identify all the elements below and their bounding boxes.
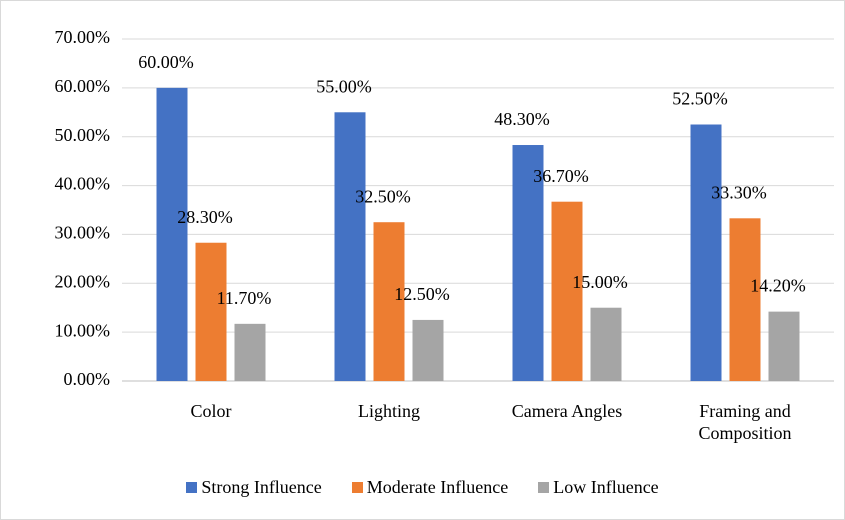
bar xyxy=(373,222,405,381)
data-label: 48.30% xyxy=(494,109,550,129)
y-tick-label: 20.00% xyxy=(55,271,111,291)
bar xyxy=(156,87,188,381)
data-label: 60.00% xyxy=(138,52,194,72)
legend-swatch xyxy=(186,482,198,493)
y-tick-label: 60.00% xyxy=(55,76,111,96)
legend-label: Strong Influence xyxy=(201,477,322,497)
data-label: 14.20% xyxy=(750,276,806,296)
y-tick-label: 10.00% xyxy=(55,320,111,340)
bar xyxy=(768,311,800,381)
bar xyxy=(729,218,761,381)
x-tick-label: Camera Angles xyxy=(511,401,623,421)
bar xyxy=(512,145,544,381)
legend-item: Strong Influence xyxy=(186,477,322,498)
x-tick-label: Lighting xyxy=(358,401,420,421)
x-tick-label: Framing and Composition xyxy=(698,401,792,443)
data-label: 36.70% xyxy=(533,166,589,186)
bar xyxy=(551,201,583,381)
bar xyxy=(590,307,622,381)
legend-swatch xyxy=(351,482,363,493)
data-label: 55.00% xyxy=(316,76,372,96)
data-label: 15.00% xyxy=(572,272,628,292)
y-tick-label: 40.00% xyxy=(55,174,111,194)
data-label: 28.30% xyxy=(177,207,233,227)
x-tick-label: Color xyxy=(190,401,232,421)
legend-item: Moderate Influence xyxy=(351,477,509,498)
y-tick-label: 70.00% xyxy=(55,27,111,47)
y-tick-label: 50.00% xyxy=(55,125,111,145)
bar xyxy=(334,112,366,382)
y-tick-label: 30.00% xyxy=(55,223,111,243)
legend: Strong Influence Moderate Influence Low In… xyxy=(0,477,845,498)
legend-swatch xyxy=(538,482,550,493)
data-label: 52.50% xyxy=(672,89,728,109)
data-label: 11.70% xyxy=(217,288,272,308)
bar xyxy=(412,319,444,381)
bar xyxy=(234,323,266,381)
legend-item: Low Influence xyxy=(538,477,659,498)
data-label: 12.50% xyxy=(394,284,450,304)
bar xyxy=(690,124,722,381)
legend-label: Moderate Influence xyxy=(366,477,509,497)
data-label: 32.50% xyxy=(355,186,411,206)
data-label: 33.30% xyxy=(711,182,767,202)
y-tick-label: 0.00% xyxy=(64,369,111,389)
legend-label: Low Influence xyxy=(553,477,659,497)
bar xyxy=(195,242,227,381)
